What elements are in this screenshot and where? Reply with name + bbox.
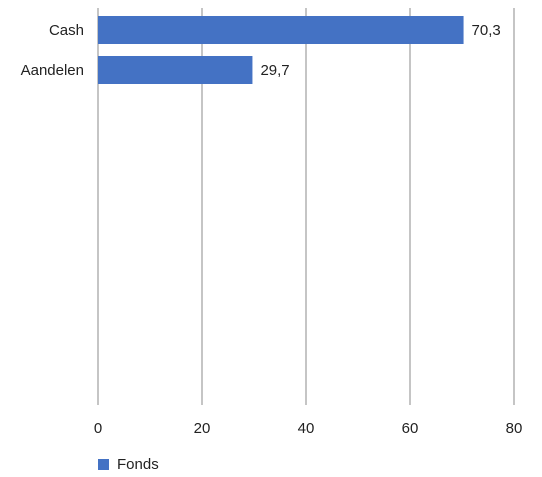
bar-cash xyxy=(98,16,464,44)
legend-swatch xyxy=(98,459,109,470)
legend: Fonds xyxy=(98,456,159,473)
data-labels: 70,3 29,7 xyxy=(260,22,500,79)
x-tick-label-80: 80 xyxy=(506,420,523,437)
x-tick-label-20: 20 xyxy=(194,420,211,437)
bar-aandelen xyxy=(98,56,253,84)
legend-label: Fonds xyxy=(117,456,159,473)
x-axis-tick-labels: 0 20 40 60 80 xyxy=(94,420,523,437)
x-tick-label-60: 60 xyxy=(402,420,419,437)
x-tick-label-40: 40 xyxy=(298,420,315,437)
bars xyxy=(98,16,464,84)
category-labels: Cash Aandelen xyxy=(21,22,84,79)
x-tick-label-0: 0 xyxy=(94,420,102,437)
data-label-aandelen: 29,7 xyxy=(260,62,289,79)
category-label-cash: Cash xyxy=(49,22,84,39)
data-label-cash: 70,3 xyxy=(472,22,501,39)
category-label-aandelen: Aandelen xyxy=(21,62,84,79)
